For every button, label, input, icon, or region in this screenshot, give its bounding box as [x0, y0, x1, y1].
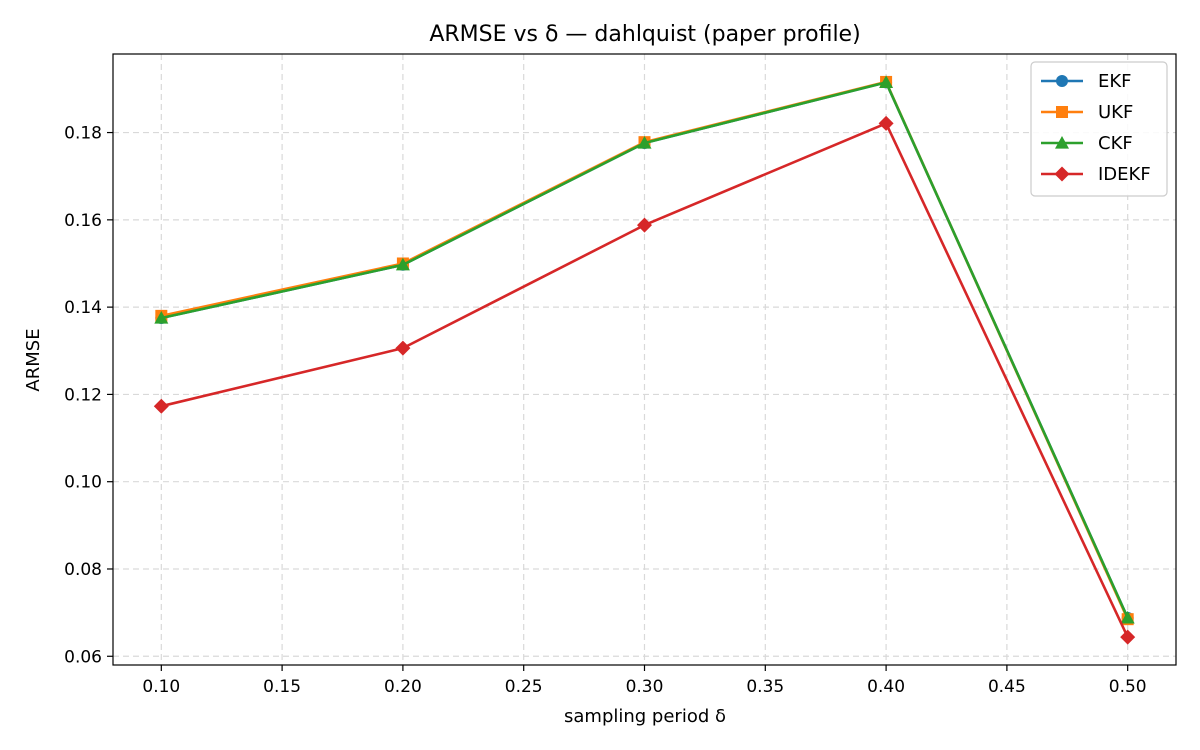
y-tick-label: 0.18 [64, 124, 102, 144]
x-tick-label: 0.15 [263, 677, 301, 697]
data-point-triangle [637, 136, 652, 149]
x-tick-label: 0.35 [746, 677, 784, 697]
series-layer [153, 75, 1136, 645]
x-tick-label: 0.50 [1109, 677, 1147, 697]
series-line [161, 122, 1129, 638]
axes: 0.10 0.15 0.20 0.25 0.30 0.35 0.40 0.45 0.50 0.06… [64, 53, 1177, 697]
y-tick-label: 0.06 [64, 647, 102, 667]
data-point-circle [1056, 75, 1068, 87]
x-tick-label: 0.30 [626, 677, 664, 697]
data-point-diamond [878, 115, 894, 131]
legend-label: IDEKF [1098, 164, 1151, 185]
x-tick-label: 0.45 [988, 677, 1026, 697]
x-axis-label: sampling period δ [564, 706, 726, 727]
x-tick-label: 0.20 [384, 677, 422, 697]
data-point-diamond [1120, 629, 1136, 645]
y-tick-label: 0.08 [64, 560, 102, 580]
legend-item-ckf: CKF [1041, 133, 1133, 154]
series-idekf [153, 115, 1136, 645]
legend-item-ukf: UKF [1041, 102, 1133, 123]
legend-item-idekf: IDEKF [1041, 164, 1151, 185]
data-point-triangle [1055, 136, 1069, 149]
data-point-diamond [637, 217, 652, 233]
y-tick-label: 0.16 [64, 211, 102, 231]
legend-label: UKF [1098, 102, 1133, 123]
legend-box [1030, 61, 1168, 197]
legend-label: EKF [1098, 71, 1132, 92]
x-tick-label: 0.10 [142, 677, 180, 697]
data-point-triangle [154, 311, 169, 324]
y-tick-label: 0.10 [64, 473, 102, 493]
y-tick-label: 0.14 [64, 298, 102, 318]
data-point-square [1056, 106, 1068, 118]
legend-item-ekf: EKF [1041, 71, 1132, 92]
legend: EKF UKF CKF IDEKF [1030, 61, 1168, 197]
data-point-diamond [1054, 166, 1070, 182]
chart-title: ARMSE vs δ — dahlquist (paper profile) [429, 22, 860, 47]
legend-label: CKF [1098, 133, 1133, 154]
series-ckf [154, 75, 1135, 624]
data-point-triangle [879, 75, 894, 88]
data-point-triangle [395, 257, 410, 271]
x-tick-label: 0.25 [505, 677, 543, 697]
data-point-triangle [1120, 610, 1135, 624]
x-tick-label: 0.40 [867, 677, 905, 697]
y-axis-label: ARMSE [23, 328, 44, 391]
y-tick-label: 0.12 [64, 385, 102, 405]
data-point-diamond [395, 340, 411, 356]
plot-frame [112, 53, 1177, 666]
data-point-diamond [153, 398, 169, 414]
